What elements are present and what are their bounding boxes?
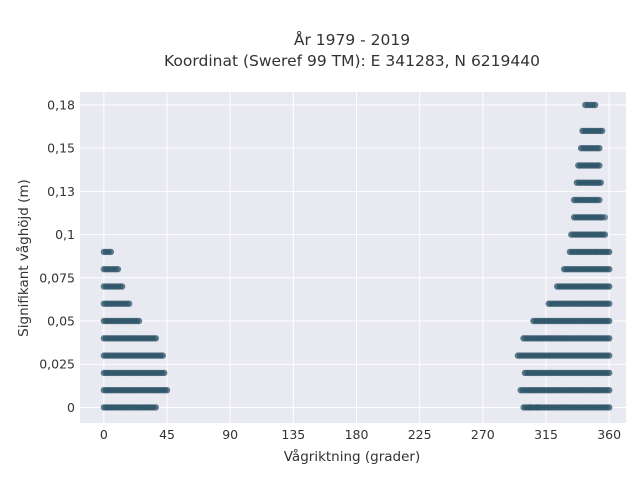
y-tick-label: 0,13 <box>47 184 75 199</box>
data-point <box>606 335 613 342</box>
y-tick-label: 0,15 <box>47 141 75 156</box>
y-axis-ticks: 0 0,025 0,05 0,075 0,1 0,13 0,15 0,18 <box>39 97 75 414</box>
y-tick-label: 0,075 <box>39 270 75 285</box>
x-tick-label: 315 <box>534 427 558 442</box>
data-point <box>161 369 168 377</box>
data-point <box>596 162 603 169</box>
data-point <box>601 231 609 238</box>
data-point <box>606 369 613 377</box>
x-axis-label: Vågriktning (grader) <box>284 448 421 465</box>
x-tick-label: 135 <box>281 427 305 442</box>
y-tick-label: 0,025 <box>39 357 75 372</box>
data-point <box>606 300 613 307</box>
data-point <box>596 196 603 204</box>
data-point <box>125 300 133 307</box>
data-point <box>527 404 534 411</box>
x-axis-ticks: 0 45 90 135 180 225 270 315 360 <box>100 427 621 442</box>
x-tick-label: 90 <box>222 427 238 442</box>
y-tick-label: 0 <box>67 400 75 415</box>
data-point <box>606 283 613 290</box>
data-point <box>606 404 613 411</box>
chart-title: År 1979 - 2019 <box>294 30 410 49</box>
data-point <box>606 387 613 394</box>
x-tick-label: 225 <box>408 427 432 442</box>
scatter-points <box>100 101 613 411</box>
data-point <box>114 266 122 273</box>
data-point <box>534 404 541 411</box>
data-point <box>591 101 599 109</box>
y-tick-label: 0,1 <box>55 227 75 242</box>
data-point <box>163 387 171 394</box>
data-point <box>597 179 604 186</box>
plot-area <box>80 92 626 423</box>
data-point <box>606 317 613 325</box>
y-axis-label: Signifikant våghöjd (m) <box>15 179 32 337</box>
x-tick-label: 360 <box>597 427 621 442</box>
data-point <box>118 283 126 290</box>
data-point <box>606 266 613 273</box>
y-tick-label: 0,18 <box>47 97 75 112</box>
data-point <box>135 317 143 325</box>
data-point <box>107 248 115 256</box>
data-point <box>152 335 159 342</box>
data-point <box>606 352 613 359</box>
data-point <box>596 145 603 152</box>
data-point <box>598 127 606 135</box>
x-tick-label: 180 <box>345 427 369 442</box>
data-point <box>601 214 609 221</box>
x-tick-label: 270 <box>471 427 495 442</box>
data-point <box>152 404 159 411</box>
chart-subtitle: Koordinat (Sweref 99 TM): E 341283, N 62… <box>164 52 540 70</box>
data-point <box>159 352 166 359</box>
x-tick-label: 0 <box>100 427 108 442</box>
data-point <box>520 404 527 411</box>
x-tick-label: 45 <box>159 427 175 442</box>
y-tick-label: 0,05 <box>47 314 75 329</box>
data-point <box>606 248 613 256</box>
